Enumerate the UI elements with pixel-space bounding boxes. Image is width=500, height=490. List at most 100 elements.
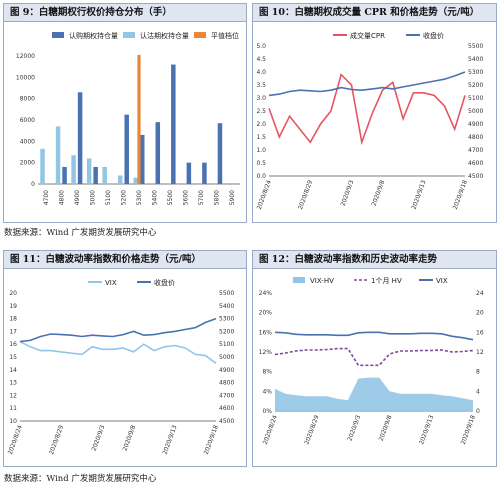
x-tick-label: 5400 — [152, 190, 159, 205]
x-tick-label: 2020/9/13 — [411, 179, 428, 210]
x-tick-label: 2020/9/13 — [418, 414, 435, 445]
y-right-tick-label: 4600 — [219, 405, 234, 412]
x-tick-label: 2020/9/3 — [340, 179, 356, 207]
y-left-tick-label: 20 — [9, 290, 17, 297]
bar — [171, 64, 176, 184]
series-line — [19, 340, 217, 365]
legend-swatch — [123, 32, 135, 38]
y-left-tick-label: 12% — [259, 349, 273, 356]
x-tick-label: 4900 — [74, 190, 81, 205]
panel-fig10: 图 10：白糖期权成交量 CPR 和价格走势（元/吨） 0.0 0.5 1.0 1.5… — [252, 3, 497, 223]
series-line — [274, 347, 474, 367]
y-right-tick-label: 4800 — [468, 134, 483, 141]
x-tick-label: 5000 — [89, 190, 96, 205]
y-right-tick-label: 5500 — [219, 290, 234, 297]
y-right-tick-label: 24 — [476, 290, 484, 297]
legend-swatch — [293, 277, 305, 283]
y-right-tick-label: 5400 — [219, 303, 234, 310]
x-tick-label: 2020/9/18 — [460, 414, 477, 445]
y-left-tick-label: 5.0 — [256, 43, 266, 50]
bar — [202, 162, 207, 184]
y-left-tick-label: 4.0 — [256, 69, 266, 76]
y-left-tick-label: 10 — [9, 418, 17, 425]
y-left-tick-label: 20% — [259, 310, 273, 317]
x-tick-label: 2020/8/29 — [303, 414, 320, 445]
series-line — [274, 331, 474, 341]
bar — [40, 148, 45, 184]
legend-label: VIX — [436, 277, 448, 285]
legend-swatch — [194, 32, 206, 38]
source-note: 数据来源：Wind 广发期货发展研究中心 — [4, 228, 157, 238]
y-left-tick-label: 18 — [9, 316, 17, 323]
x-tick-label: 2020/9/3 — [91, 424, 107, 452]
chart-fig10: 0.0 0.5 1.0 1.5 2.0 2.5 3.0 3.5 4.0 4.5 5.0 4500 460… — [256, 31, 484, 211]
source-note: 数据来源：Wind 广发期货发展研究中心 — [4, 474, 157, 484]
x-tick-label: 2020/9/8 — [371, 179, 387, 207]
y-right-tick-label: 4500 — [468, 173, 483, 180]
panel-fig11: 图 11：白糖波动率指数和价格走势（元/吨） 10 11 12 13 14 15 16 17 1… — [3, 250, 247, 467]
y-tick-label: 12000 — [16, 53, 35, 60]
y-right-tick-label: 16 — [476, 329, 484, 336]
bar — [71, 155, 76, 184]
x-tick-label: 2020/8/29 — [297, 179, 314, 210]
bar — [217, 123, 223, 184]
bar — [186, 162, 192, 184]
y-tick-label: 8000 — [20, 96, 35, 103]
y-right-tick-label: 5400 — [468, 56, 483, 63]
y-right-tick-label: 4500 — [219, 418, 234, 425]
x-tick-label: 5500 — [167, 190, 174, 205]
y-right-tick-label: 5100 — [468, 95, 483, 102]
y-left-tick-label: 3.0 — [256, 95, 266, 102]
y-tick-label: 6000 — [20, 117, 35, 124]
panel-title: 图 9：白糖期权行权价持仓分布（手） — [4, 4, 246, 22]
legend-label: 平值档位 — [211, 31, 239, 40]
y-tick-label: 2000 — [20, 160, 35, 167]
series-line — [268, 73, 466, 146]
y-right-tick-label: 5100 — [219, 341, 234, 348]
y-right-tick-label: 8 — [476, 369, 480, 376]
legend-label: VIX — [105, 279, 117, 287]
legend-swatch — [52, 32, 64, 38]
y-right-tick-label: 5300 — [219, 316, 234, 323]
x-tick-label: 5300 — [136, 190, 143, 205]
x-tick-label: 4800 — [58, 190, 65, 205]
chart-fig11: 10 11 12 13 14 15 16 17 18 19 20 4500 4600 4700 4800 49… — [7, 278, 235, 456]
y-left-tick-label: 1.0 — [256, 147, 266, 154]
y-left-tick-label: 2.0 — [256, 121, 266, 128]
x-tick-label: 2020/9/18 — [452, 179, 469, 210]
y-right-tick-label: 4900 — [468, 121, 483, 128]
y-right-tick-label: 4700 — [219, 392, 234, 399]
y-left-tick-label: 13 — [9, 380, 17, 387]
x-tick-label: 2020/9/13 — [162, 424, 179, 455]
y-right-tick-label: 5300 — [468, 69, 483, 76]
x-tick-label: 2020/9/18 — [203, 424, 220, 455]
y-right-tick-label: 20 — [476, 310, 484, 317]
bar — [133, 177, 138, 184]
panel-fig9: 图 9：白糖期权行权价持仓分布（手） 0 2000 4000 6000 8000 1000… — [3, 3, 247, 223]
bar — [155, 122, 161, 184]
bar — [124, 114, 129, 184]
y-left-tick-label: 19 — [9, 303, 17, 310]
y-left-tick-label: 8% — [262, 369, 272, 376]
y-left-tick-label: 3.5 — [256, 82, 266, 89]
legend-label: 成交量CPR — [350, 31, 385, 40]
bar — [62, 166, 67, 184]
legend-label: 收盘价 — [154, 278, 175, 287]
x-tick-label: 2020/8/24 — [262, 414, 279, 445]
y-right-tick-label: 4700 — [468, 147, 483, 154]
y-right-tick-label: 0 — [476, 408, 480, 415]
bar — [55, 126, 61, 184]
x-tick-label: 4700 — [43, 190, 50, 205]
y-left-tick-label: 16% — [259, 329, 273, 336]
y-left-tick-label: 0% — [262, 408, 272, 415]
y-right-tick-label: 4600 — [468, 160, 483, 167]
chart-fig9: 0 2000 4000 6000 8000 10000 12000 4700 4800 4900 5… — [16, 31, 240, 205]
y-tick-label: 4000 — [20, 138, 35, 145]
y-left-tick-label: 14 — [9, 367, 17, 374]
x-tick-label: 5800 — [214, 190, 221, 205]
series-line — [268, 71, 466, 97]
x-tick-label: 5600 — [183, 190, 190, 205]
y-left-tick-label: 16 — [9, 341, 17, 348]
bar — [137, 54, 141, 184]
series-line — [19, 317, 217, 343]
